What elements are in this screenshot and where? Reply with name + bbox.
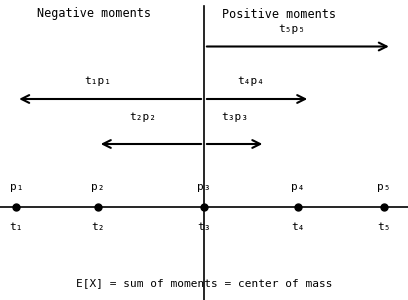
- Text: E[X] = sum of moments = center of mass: E[X] = sum of moments = center of mass: [76, 278, 332, 288]
- Text: p₄: p₄: [291, 182, 305, 192]
- Text: t₁: t₁: [9, 222, 23, 232]
- Text: p₅: p₅: [377, 182, 390, 192]
- Text: Positive moments: Positive moments: [222, 8, 337, 20]
- Text: t₂p₂: t₂p₂: [129, 112, 156, 122]
- Text: Negative moments: Negative moments: [37, 8, 151, 20]
- Text: t₅: t₅: [377, 222, 390, 232]
- Text: p₃: p₃: [197, 182, 211, 192]
- Text: t₅p₅: t₅p₅: [278, 25, 305, 34]
- Text: t₃: t₃: [197, 222, 211, 232]
- Text: p₁: p₁: [9, 182, 23, 192]
- Text: t₂: t₂: [91, 222, 105, 232]
- Text: p₂: p₂: [91, 182, 105, 192]
- Text: t₄: t₄: [291, 222, 305, 232]
- Text: t₁p₁: t₁p₁: [84, 76, 111, 85]
- Text: t₄p₄: t₄p₄: [237, 76, 264, 85]
- Text: t₃p₃: t₃p₃: [221, 112, 248, 122]
